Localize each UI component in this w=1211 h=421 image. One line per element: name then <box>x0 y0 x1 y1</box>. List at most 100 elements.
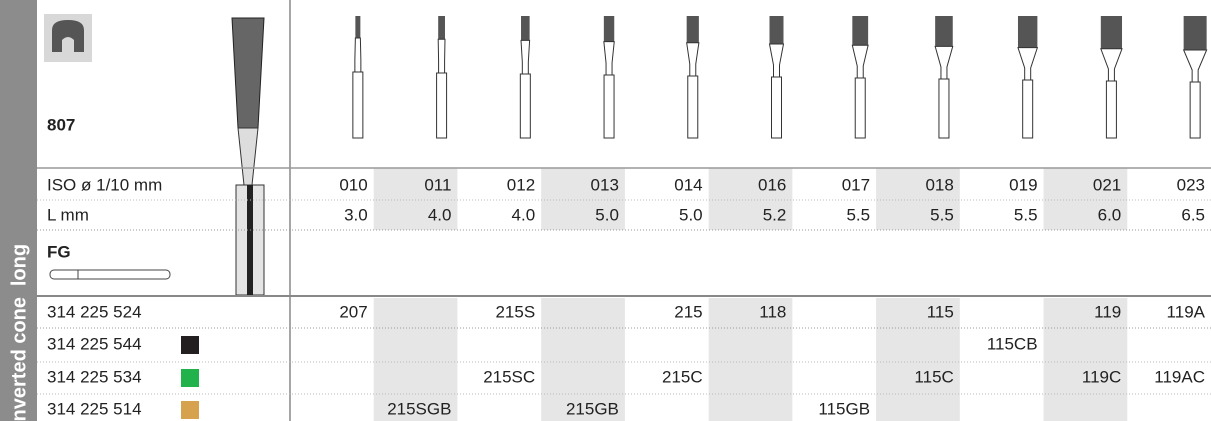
variant-code: 215S <box>495 302 535 321</box>
bur-shank <box>1189 81 1201 139</box>
column-shade <box>541 362 625 394</box>
length: 5.2 <box>763 205 787 224</box>
column-shade <box>876 328 960 362</box>
variant-code: 215SC <box>483 367 535 386</box>
bur-shank <box>1022 79 1034 139</box>
column-shade <box>708 328 793 362</box>
variant-code: 119 <box>1094 302 1121 321</box>
variant-code: 115GB <box>818 399 870 418</box>
column-shade <box>373 328 458 362</box>
large-bur <box>231 17 265 296</box>
variant-code: 215C <box>662 367 703 386</box>
column-shade <box>876 362 960 394</box>
variant-code: 119A <box>1167 302 1206 321</box>
iso-size: 013 <box>591 175 619 194</box>
grit-swatch <box>181 369 199 387</box>
bur-head <box>355 16 361 38</box>
bur-head <box>935 16 953 47</box>
grit-swatch <box>181 336 199 354</box>
bur-shank <box>603 74 615 139</box>
length: 3.0 <box>344 205 368 224</box>
variant-code: 207 <box>339 302 367 321</box>
bur-shank <box>352 71 364 139</box>
order-code: 314 225 514 <box>47 399 142 418</box>
length: 4.0 <box>428 205 452 224</box>
column-shade <box>876 200 960 230</box>
bur-shank <box>519 73 531 139</box>
iso-size: 019 <box>1009 175 1037 194</box>
bur-neck <box>686 42 700 77</box>
column-shade <box>1043 168 1128 200</box>
side-label: Inverted cone <box>8 297 30 421</box>
order-code: 314 225 524 <box>47 302 142 321</box>
bur-head <box>438 16 445 40</box>
column-shade <box>876 298 960 328</box>
column-shade <box>1043 328 1128 362</box>
order-code: 314 225 534 <box>47 367 142 386</box>
bur-shank <box>687 75 699 139</box>
length: 5.5 <box>1014 205 1038 224</box>
length: 6.5 <box>1181 205 1205 224</box>
column-shade <box>541 298 625 328</box>
bur-neck <box>1100 48 1123 82</box>
iso-label: ISO ø 1/10 mm <box>47 175 162 194</box>
variant-code: 215GB <box>566 399 619 418</box>
column-shade <box>876 394 960 421</box>
length: 5.5 <box>846 205 870 224</box>
column-shade <box>1043 394 1128 421</box>
column-shade <box>541 394 625 421</box>
variant-code: 115CB <box>987 334 1038 353</box>
column-shade <box>876 168 960 200</box>
column-shade <box>541 200 625 230</box>
bur-shank <box>1105 80 1117 139</box>
grit-swatch <box>181 401 199 419</box>
bur-neck <box>603 41 615 76</box>
column-shade <box>708 394 793 421</box>
column-shade <box>708 200 793 230</box>
iso-size: 021 <box>1093 175 1121 194</box>
bur-shank <box>436 72 448 139</box>
length: 5.5 <box>930 205 954 224</box>
bur-neck <box>520 39 531 75</box>
variant-code: 119C <box>1082 367 1121 386</box>
iso-size: 017 <box>842 175 870 194</box>
column-shade <box>373 394 458 421</box>
column-shade <box>1043 362 1128 394</box>
variant-code: 115 <box>927 302 954 321</box>
bur-neck <box>934 45 954 80</box>
iso-size: 014 <box>674 175 702 194</box>
length: 4.0 <box>512 205 536 224</box>
column-shade <box>373 200 458 230</box>
iso-size: 010 <box>339 175 367 194</box>
variant-code: 115C <box>914 367 953 386</box>
bur-neck <box>437 38 446 74</box>
length-label: L mm <box>47 205 89 224</box>
side-bar <box>0 0 37 421</box>
bur-neck <box>851 44 869 79</box>
side-label: long <box>8 244 30 286</box>
bur-head <box>1183 16 1207 50</box>
bur-neck <box>354 37 362 73</box>
order-code: 314 225 544 <box>47 334 142 353</box>
variant-code: 215 <box>674 302 702 321</box>
bur-head <box>1017 16 1038 48</box>
column-shade <box>541 328 625 362</box>
column-shade <box>373 168 458 200</box>
iso-size: 016 <box>758 175 786 194</box>
iso-size: 023 <box>1177 175 1205 194</box>
bur-neck <box>1017 47 1039 81</box>
length: 6.0 <box>1098 205 1122 224</box>
variant-code: 215SGB <box>387 399 451 418</box>
iso-size: 011 <box>424 175 451 194</box>
bur-head <box>852 16 869 46</box>
column-shade <box>708 168 793 200</box>
bur-head <box>769 16 784 44</box>
bur-head <box>686 16 699 43</box>
variant-code: 119AC <box>1154 367 1205 386</box>
bur-head <box>1100 16 1123 49</box>
column-shade <box>708 298 793 328</box>
bur-neck <box>1182 49 1208 83</box>
product-number: 807 <box>47 115 75 134</box>
bur-head <box>603 16 615 42</box>
column-shade <box>1043 200 1128 230</box>
